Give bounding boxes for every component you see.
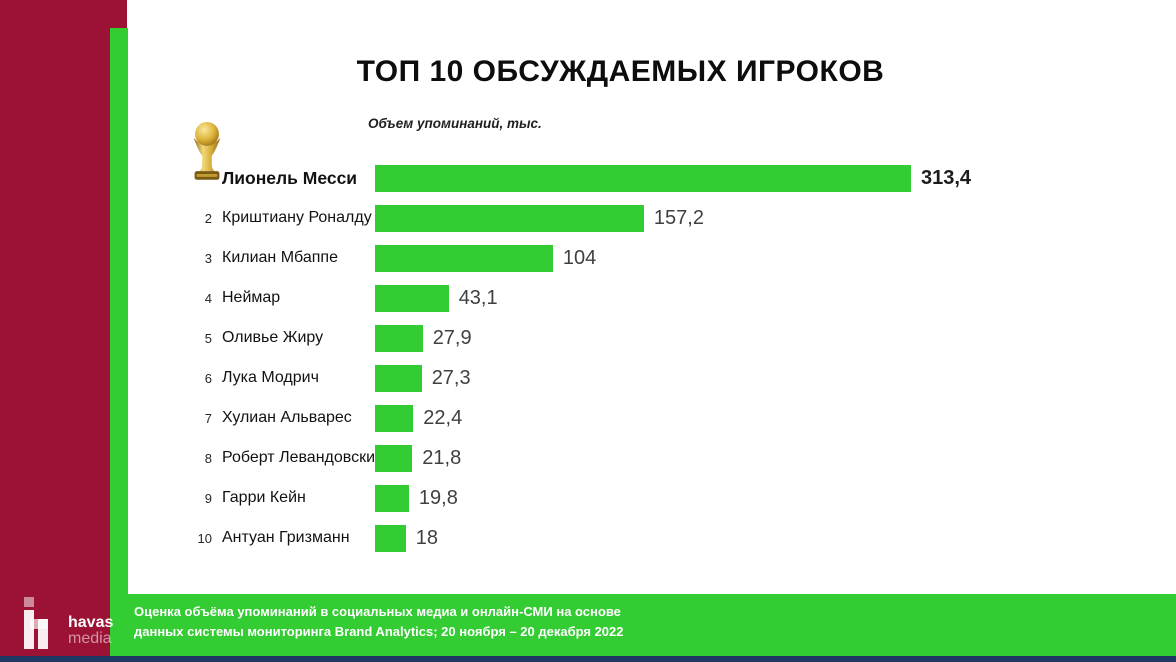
source-note-line1: Оценка объёма упоминаний в социальных ме… <box>134 604 621 619</box>
bar <box>375 404 414 432</box>
rank-label: 4 <box>204 290 212 306</box>
bar <box>375 484 409 512</box>
chart-row: 8 Роберт Левандовски 21,8 <box>185 438 1160 478</box>
value-label: 157,2 <box>653 206 704 229</box>
player-name: Антуан Гризманн <box>222 529 350 546</box>
chart-row: 2 Криштиану Роналду 157,2 <box>185 198 1160 238</box>
bar <box>375 284 449 312</box>
value-label: 19,8 <box>418 486 458 509</box>
chart-row: 7 Хулиан Альварес 22,4 <box>185 398 1160 438</box>
player-name: Неймар <box>222 289 281 306</box>
green-accent-stripe <box>110 28 128 595</box>
havas-logo-line2: media <box>68 630 112 647</box>
value-axis-label: Объем упоминаний, тыс. <box>368 116 542 131</box>
source-note: Оценка объёма упоминаний в социальных ме… <box>134 602 624 642</box>
bar <box>375 204 644 232</box>
rank-label: 5 <box>204 330 212 346</box>
left-sidebar <box>0 0 110 656</box>
value-label: 27,9 <box>432 326 472 349</box>
page-title: ТОП 10 ОБСУЖДАЕМЫХ ИГРОКОВ <box>356 55 885 88</box>
bar <box>375 164 911 192</box>
bar <box>375 444 413 472</box>
value-label: 104 <box>562 246 597 269</box>
rank-label: 10 <box>197 530 212 546</box>
havas-media-logo: havas media <box>24 597 113 649</box>
player-name: Гарри Кейн <box>222 489 306 506</box>
value-label: 43,1 <box>458 286 498 309</box>
player-name: Хулиан Альварес <box>222 409 352 426</box>
chart-row: 3 Килиан Мбаппе 104 <box>185 238 1160 278</box>
chart-row: Лионель Месси 313,4 <box>185 158 1160 198</box>
value-label: 18 <box>415 526 439 549</box>
player-name: Лука Модрич <box>222 369 319 386</box>
value-label: 313,4 <box>921 166 972 189</box>
chart-row: 6 Лука Модрич 27,3 <box>185 358 1160 398</box>
world-cup-trophy-icon <box>193 122 221 180</box>
player-name: Криштиану Роналду <box>222 209 372 226</box>
rank-label: 8 <box>204 450 212 466</box>
value-label: 21,8 <box>422 446 462 469</box>
havas-logo-line1: havas <box>68 614 114 631</box>
rank-label: 9 <box>204 490 212 506</box>
player-name: Оливье Жиру <box>222 329 324 346</box>
rank-label: 7 <box>204 410 212 426</box>
value-label: 22,4 <box>423 406 463 429</box>
havas-logo-text: havas media <box>68 615 113 647</box>
player-name: Килиан Мбаппе <box>222 249 338 266</box>
player-name: Лионель Месси <box>222 167 358 188</box>
bar <box>375 244 553 272</box>
havas-h-blocks-icon <box>24 597 48 649</box>
player-name: Роберт Левандовски <box>222 449 376 466</box>
chart-row: 10 Антуан Гризманн 18 <box>185 518 1160 558</box>
value-label: 27,3 <box>431 366 471 389</box>
bar-chart: Лионель Месси 313,4 2 Криштиану Роналду 157,… <box>185 158 1160 558</box>
chart-row: 9 Гарри Кейн 19,8 <box>185 478 1160 518</box>
rank-label: 6 <box>204 370 212 386</box>
rank-label: 3 <box>204 250 212 266</box>
footer-bar: Оценка объёма упоминаний в социальных ме… <box>110 594 1176 656</box>
rank-label: 2 <box>204 210 212 226</box>
bar <box>375 524 406 552</box>
top-left-red-tab <box>0 0 127 28</box>
bar <box>375 364 422 392</box>
bar <box>375 324 423 352</box>
chart-row: 5 Оливье Жиру 27,9 <box>185 318 1160 358</box>
bottom-navy-strip <box>0 656 1176 662</box>
chart-row: 4 Неймар 43,1 <box>185 278 1160 318</box>
source-note-line2: данных системы мониторинга Brand Analyti… <box>134 624 624 639</box>
